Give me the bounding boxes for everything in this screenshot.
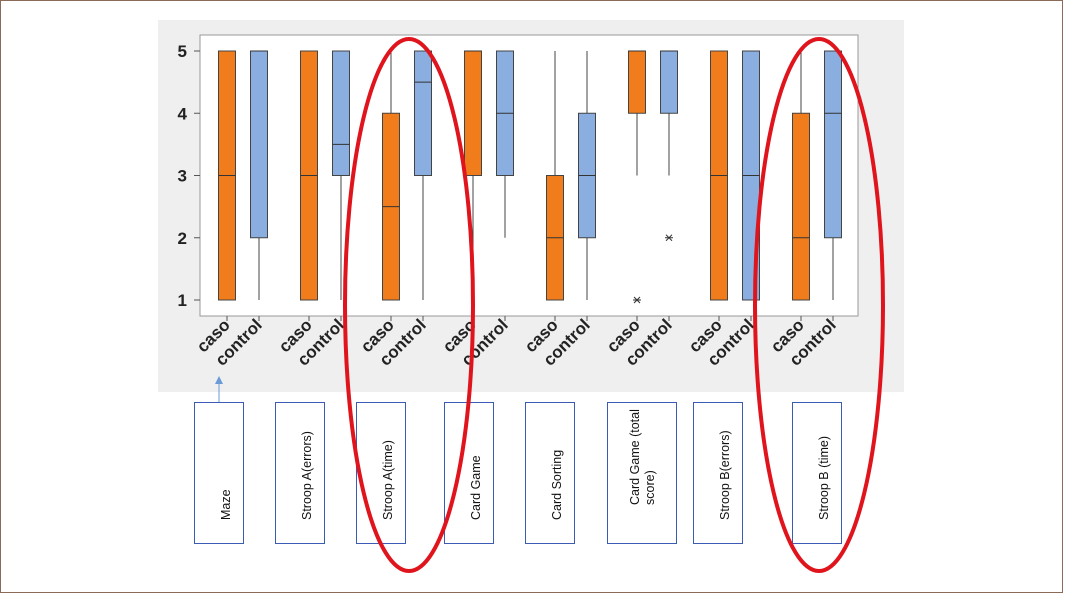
box-card-game-total-score-caso-outlier-0 <box>633 296 641 304</box>
box-card-game-total-score-control-outlier-0-stroke-2 <box>665 234 673 242</box>
test-box-stroop-b-time: Stroop B (time) <box>792 402 842 544</box>
box-card-game-total-score-control-iqr <box>660 50 678 114</box>
test-label-card-game-total: Card Game (total score) <box>628 409 657 505</box>
box-card-game-total-score-caso-iqr <box>628 50 646 114</box>
test-label-stroop-a-errors: Stroop A(errors) <box>300 431 314 520</box>
test-label-stroop-b-time: Stroop B (time) <box>817 435 831 520</box>
box-stroop-a-errors-control-iqr <box>332 50 350 176</box>
test-box-maze: Maze <box>194 402 244 544</box>
test-box-stroop-a-time: Stroop A(time) <box>356 402 406 544</box>
test-box-card-game-total: Card Game (total score) <box>607 402 677 544</box>
y-tick-label-4: 4 <box>178 104 188 123</box>
box-card-game-total-score-caso-outlier-0-stroke-2 <box>633 296 641 304</box>
y-tick-label-5: 5 <box>178 42 187 61</box>
y-tick-label-1: 1 <box>178 291 187 310</box>
box-stroop-a-time-control-iqr <box>414 50 432 176</box>
box-maze-control-iqr <box>250 50 268 239</box>
test-label-stroop-a-time: Stroop A(time) <box>381 440 395 520</box>
test-box-stroop-b-errors: Stroop B(errors) <box>693 402 743 544</box>
box-stroop-b-time-caso-iqr <box>792 112 810 301</box>
test-box-stroop-a-errors: Stroop A(errors) <box>275 402 325 544</box>
test-label-card-sorting: Card Sorting <box>550 449 564 520</box>
test-label-maze: Maze <box>219 489 233 520</box>
box-card-game-total-score-control-outlier-0 <box>665 234 673 242</box>
maze-arrow-head <box>215 376 223 384</box>
test-box-card-sorting: Card Sorting <box>525 402 575 544</box>
test-box-card-game: Card Game <box>444 402 494 544</box>
y-tick-label-3: 3 <box>178 167 187 186</box>
y-axis: 1 2 3 4 5 <box>178 42 200 310</box>
box-stroop-b-time-control-iqr <box>824 50 842 239</box>
test-label-stroop-b-errors: Stroop B(errors) <box>718 430 732 520</box>
y-tick-label-2: 2 <box>178 229 187 248</box>
test-label-card-game: Card Game <box>469 455 483 520</box>
box-card-game-caso-iqr <box>464 50 482 176</box>
